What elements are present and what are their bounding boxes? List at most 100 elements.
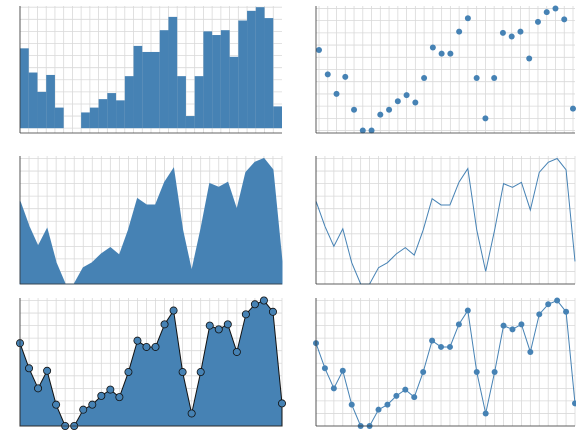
marker <box>34 384 43 393</box>
marker <box>133 336 142 345</box>
point <box>534 18 541 25</box>
marker <box>169 306 178 315</box>
marker <box>88 400 97 409</box>
point <box>394 98 401 105</box>
marker <box>268 307 277 316</box>
point <box>412 99 419 106</box>
marker <box>536 311 543 318</box>
marker <box>455 321 462 328</box>
bar <box>151 51 160 129</box>
point <box>421 75 428 82</box>
marker <box>402 386 409 393</box>
bar <box>133 45 143 129</box>
point <box>526 55 533 62</box>
marker <box>232 347 241 356</box>
point <box>456 28 463 35</box>
marker <box>97 391 106 400</box>
marker <box>25 364 34 373</box>
marker <box>277 399 286 408</box>
area <box>19 157 283 285</box>
bar <box>81 112 90 129</box>
marker <box>545 301 552 308</box>
bar <box>46 74 55 129</box>
point <box>359 127 366 134</box>
marker <box>160 320 169 329</box>
marker <box>321 365 328 372</box>
marker <box>429 337 436 344</box>
bar <box>247 10 256 129</box>
point <box>403 92 410 99</box>
marker <box>214 325 223 334</box>
marker <box>527 348 534 355</box>
line <box>315 299 576 427</box>
marker <box>491 369 498 376</box>
marker <box>178 368 187 377</box>
line <box>315 157 576 285</box>
point <box>464 15 471 22</box>
bar <box>54 107 64 129</box>
marker <box>330 385 337 392</box>
point <box>447 50 454 57</box>
marker <box>187 409 196 418</box>
bar <box>185 116 195 129</box>
marker <box>384 401 391 408</box>
point <box>552 5 559 12</box>
point <box>438 50 445 57</box>
marker <box>375 406 382 413</box>
bar <box>229 56 239 129</box>
marker <box>223 320 232 329</box>
marker <box>250 300 259 309</box>
point <box>482 115 489 122</box>
point <box>342 73 349 80</box>
bar <box>273 106 282 129</box>
bar <box>212 35 221 129</box>
point <box>517 28 524 35</box>
marker <box>446 343 453 350</box>
point <box>377 111 384 118</box>
bar <box>124 76 134 129</box>
marker <box>115 393 124 402</box>
point <box>499 29 506 36</box>
bar <box>28 72 38 129</box>
marker <box>509 326 516 333</box>
marker <box>554 297 561 304</box>
bar <box>177 76 186 129</box>
bar <box>98 99 108 129</box>
marker <box>482 410 489 417</box>
marker <box>464 307 471 314</box>
point <box>316 46 322 53</box>
marker <box>43 366 52 375</box>
bar <box>238 20 248 129</box>
marker <box>142 342 151 351</box>
marker <box>438 343 445 350</box>
marker <box>563 308 570 315</box>
bar <box>107 93 117 129</box>
marker <box>572 400 576 407</box>
marker <box>124 368 133 377</box>
marker <box>241 310 250 319</box>
marker <box>259 296 268 305</box>
bar <box>203 31 213 129</box>
marker <box>420 369 427 376</box>
marker <box>196 368 205 377</box>
marker <box>339 367 346 374</box>
bar <box>168 16 178 129</box>
point <box>561 16 568 23</box>
bar <box>20 48 29 129</box>
point <box>351 106 358 113</box>
point <box>386 106 393 113</box>
marker <box>151 342 160 351</box>
point <box>429 44 436 51</box>
marker <box>106 385 115 394</box>
marker <box>473 369 480 376</box>
bar <box>194 76 204 129</box>
marker <box>52 400 61 409</box>
point <box>473 75 480 82</box>
point <box>368 127 375 134</box>
marker <box>79 405 88 414</box>
bar <box>89 107 99 129</box>
point <box>491 75 498 82</box>
marker <box>348 401 355 408</box>
